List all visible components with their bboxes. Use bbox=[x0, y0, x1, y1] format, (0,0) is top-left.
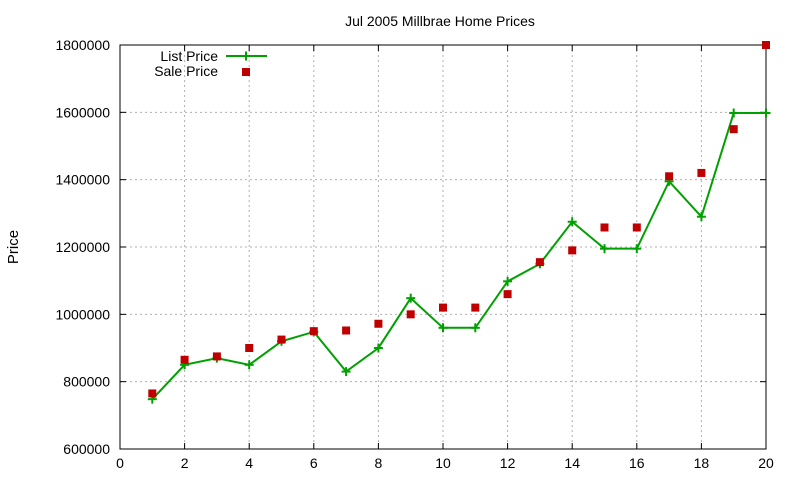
list-price-point bbox=[503, 276, 513, 286]
x-tick-label: 14 bbox=[564, 455, 580, 471]
y-tick-label: 1400000 bbox=[55, 172, 110, 188]
chart-title: Jul 2005 Millbrae Home Prices bbox=[345, 13, 535, 29]
legend-marker-sale-price bbox=[242, 68, 250, 76]
list-price-point bbox=[341, 367, 351, 377]
y-axis-label: Price bbox=[5, 230, 22, 264]
sale-price-point bbox=[729, 125, 738, 134]
sale-price-point bbox=[568, 246, 577, 255]
legend-label-sale-price: Sale Price bbox=[154, 63, 218, 79]
sale-price-point bbox=[309, 327, 318, 336]
sale-price-point bbox=[632, 223, 641, 232]
sale-price-point bbox=[212, 352, 221, 361]
sale-price-point bbox=[665, 172, 674, 181]
sale-price-point bbox=[503, 290, 512, 299]
list-price-line bbox=[151, 112, 766, 400]
x-tick-label: 10 bbox=[435, 455, 451, 471]
sale-price-point bbox=[374, 319, 383, 328]
sale-price-point bbox=[439, 303, 447, 312]
sale-price-point bbox=[277, 335, 286, 344]
sale-price-point bbox=[406, 310, 415, 319]
list-price-point bbox=[761, 108, 771, 118]
sale-price-point bbox=[245, 344, 254, 352]
x-tick-label: 4 bbox=[245, 455, 253, 471]
list-price-point bbox=[567, 217, 577, 227]
legend-label-list-price: List Price bbox=[160, 48, 218, 64]
x-tick-label: 16 bbox=[629, 455, 645, 471]
list-price-point bbox=[470, 323, 480, 333]
sale-price-point bbox=[762, 41, 770, 49]
y-tick-label: 1800000 bbox=[55, 37, 110, 53]
x-tick-label: 8 bbox=[375, 455, 383, 471]
sale-price-point bbox=[600, 223, 609, 232]
list-price-point bbox=[373, 343, 383, 353]
sale-price-point bbox=[697, 168, 706, 177]
list-price-point bbox=[696, 212, 706, 222]
x-tick-label: 2 bbox=[181, 455, 189, 471]
list-price-point bbox=[632, 244, 642, 254]
x-tick-label: 12 bbox=[500, 455, 516, 471]
sale-price-point bbox=[535, 258, 544, 267]
x-tick-label: 18 bbox=[694, 455, 710, 471]
axis-ticks: 0 2 4 6 8 10 12 14 16 18 20 600000 800000 1000000 1200… bbox=[55, 37, 774, 471]
legend-marker-list-price bbox=[241, 51, 251, 61]
list-price-point bbox=[438, 323, 448, 333]
sale-price-point bbox=[471, 303, 480, 312]
y-tick-label: 1600000 bbox=[55, 104, 110, 120]
grid-lines bbox=[120, 45, 766, 449]
y-tick-label: 600000 bbox=[63, 441, 110, 457]
y-tick-label: 800000 bbox=[63, 374, 110, 390]
x-tick-label: 0 bbox=[116, 455, 124, 471]
sale-price-point bbox=[342, 326, 351, 335]
x-tick-label: 20 bbox=[758, 455, 774, 471]
sale-price-point bbox=[180, 355, 189, 364]
list-price-point bbox=[244, 360, 254, 370]
y-tick-label: 1200000 bbox=[55, 239, 110, 255]
series-layer bbox=[147, 41, 771, 404]
list-price-point bbox=[406, 293, 416, 303]
y-tick-label: 1000000 bbox=[55, 306, 110, 322]
x-tick-label: 6 bbox=[310, 455, 318, 471]
list-price-point bbox=[729, 108, 739, 118]
list-price-point bbox=[600, 244, 609, 254]
sale-price-point bbox=[148, 389, 157, 398]
